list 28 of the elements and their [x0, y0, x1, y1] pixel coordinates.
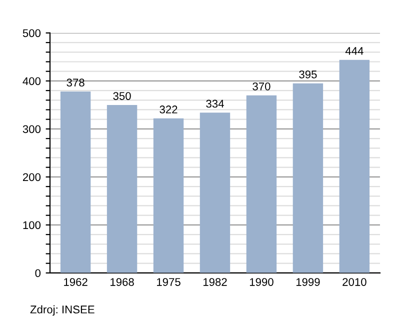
x-tick-label: 1975 — [157, 278, 180, 286]
bar — [339, 60, 370, 273]
y-tick-label: 500 — [22, 29, 41, 38]
x-tick-label: 1982 — [203, 278, 227, 286]
bar — [292, 83, 324, 273]
y-tick-label: 200 — [22, 173, 41, 182]
y-tick-label: 0 — [35, 269, 41, 278]
x-tick-label: 1968 — [110, 278, 134, 286]
data-label: 444 — [345, 47, 364, 55]
data-label: 350 — [113, 92, 131, 100]
bar — [200, 112, 230, 273]
y-tick-label: 100 — [23, 221, 41, 230]
y-tick-label: 400 — [22, 77, 41, 86]
bar — [153, 118, 184, 273]
x-tick-label: 1999 — [296, 278, 320, 286]
y-tick-label: 300 — [22, 125, 41, 134]
bar — [246, 95, 277, 273]
data-label: 322 — [160, 106, 178, 114]
data-label: 370 — [252, 82, 270, 90]
x-tick-label: 2010 — [342, 278, 366, 286]
text: Zdroj: INSEE — [30, 305, 94, 316]
bar — [60, 92, 91, 273]
x-tick-label: 1962 — [64, 278, 88, 286]
bar — [106, 104, 138, 273]
data-label: 378 — [66, 78, 84, 87]
data-label: 395 — [299, 70, 317, 78]
x-tick-label: 1990 — [250, 278, 274, 286]
data-label: 334 — [206, 100, 224, 108]
